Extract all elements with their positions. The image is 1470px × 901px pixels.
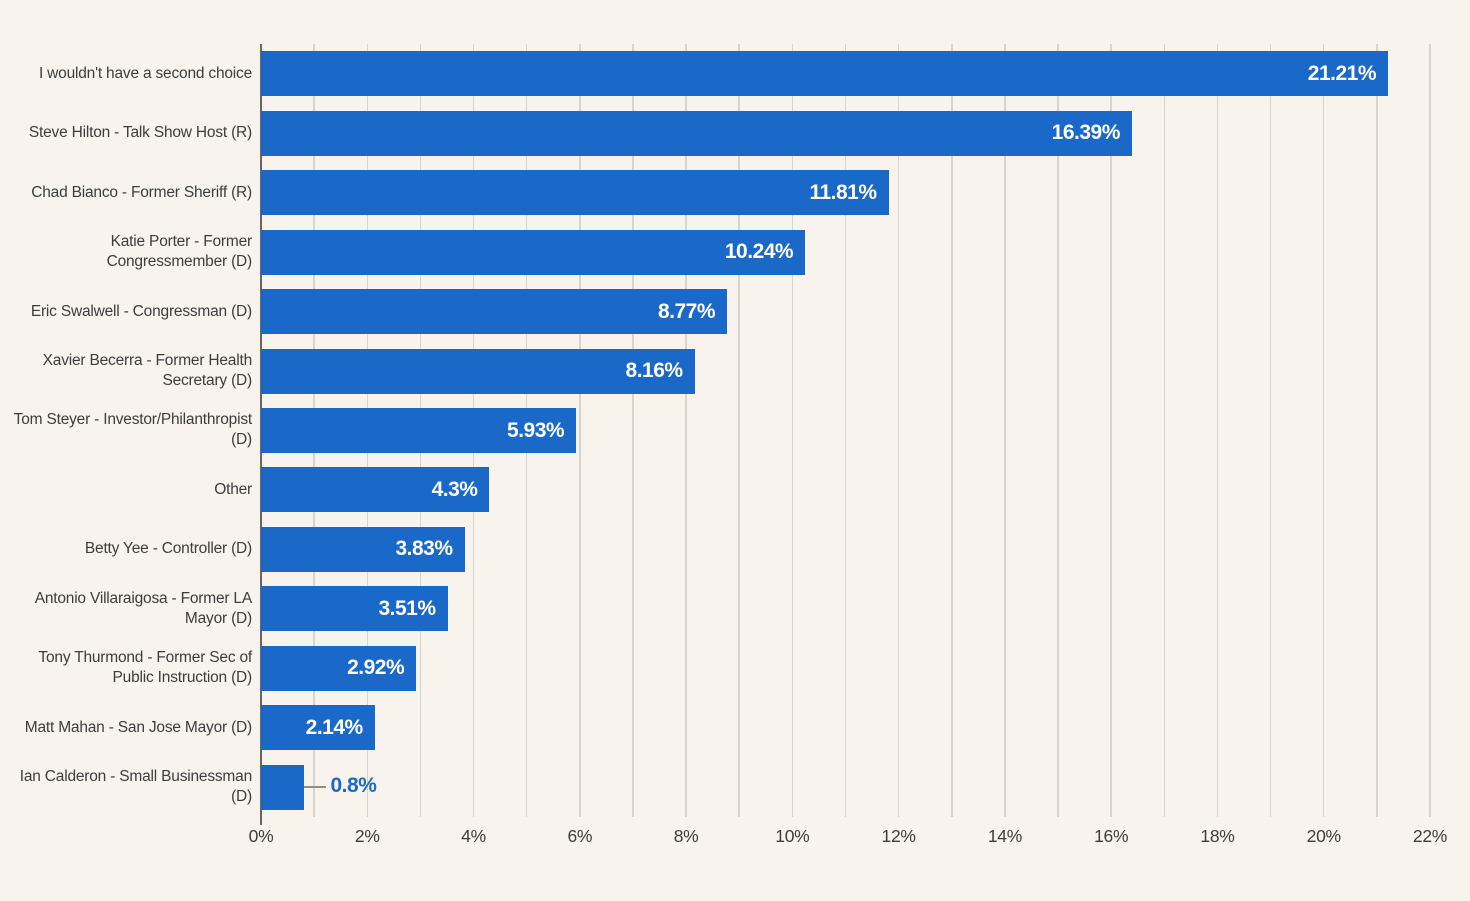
gridline xyxy=(951,44,953,817)
bar-rect xyxy=(261,467,490,513)
gridline xyxy=(1110,44,1112,817)
bar-value-label: 2.92% xyxy=(347,656,405,680)
bar: 16.39% xyxy=(261,110,1132,156)
bar: 4.3% xyxy=(261,467,490,513)
bar-value-label: 2.14% xyxy=(305,715,364,739)
x-axis-tick-label: 6% xyxy=(567,826,593,846)
bar-value-label: 10.24% xyxy=(724,240,794,264)
bar-value-label: 16.39% xyxy=(1051,121,1121,145)
gridline xyxy=(897,44,900,817)
bar-value-label: 3.83% xyxy=(395,537,453,561)
bar xyxy=(261,764,304,810)
category-label: Tom Steyer - Investor/Philanthropist (D) xyxy=(13,411,253,449)
x-axis-tick-label: 16% xyxy=(1094,826,1129,846)
x-axis-tick-label: 2% xyxy=(354,826,380,846)
x-axis-tick-label: 12% xyxy=(881,826,916,846)
plot-area: 21.21% 16.39% 11.81% 10.24% 8.77% 8.16% 5.93% 4… xyxy=(260,44,1431,825)
gridline xyxy=(1057,44,1059,817)
gridline xyxy=(1004,44,1006,817)
gridline xyxy=(1163,44,1166,817)
bar: 10.24% xyxy=(261,229,806,275)
bar-rect xyxy=(261,526,465,572)
leader-line xyxy=(303,786,326,789)
bar-rect xyxy=(261,170,889,216)
bar: 3.83% xyxy=(261,526,465,572)
category-label: Steve Hilton - Talk Show Host (R) xyxy=(28,124,252,142)
x-axis-tick-label: 20% xyxy=(1306,826,1341,846)
x-axis-tick-label: 22% xyxy=(1412,826,1448,846)
bar: 3.51% xyxy=(261,586,448,632)
bar-value-label: 11.81% xyxy=(809,180,877,204)
bar-rect xyxy=(261,645,417,691)
x-axis-tick-label: 8% xyxy=(673,826,699,846)
category-label: Ian Calderon - Small Businessman (D) xyxy=(19,768,252,806)
bar-rect xyxy=(261,110,1132,156)
bar: 11.81% xyxy=(261,170,889,216)
category-label: Matt Mahan - San Jose Mayor (D) xyxy=(24,718,252,736)
bar-value-label: 3.51% xyxy=(378,596,436,620)
x-axis-tick-label: 0% xyxy=(248,826,274,846)
bar: 8.77% xyxy=(261,289,727,335)
gridline xyxy=(685,44,687,817)
bar-rect xyxy=(261,348,695,394)
category-label: Katie Porter - Former Congressmember (D) xyxy=(106,233,253,271)
category-label: I wouldn't have a second choice xyxy=(38,64,252,82)
bar: 8.16% xyxy=(261,348,695,394)
bar: 5.93% xyxy=(261,408,577,453)
gridline xyxy=(738,44,740,817)
category-label: Xavier Becerra - Former Health Secretary… xyxy=(42,352,253,390)
bar-rect xyxy=(261,408,577,453)
bar-rect xyxy=(261,586,448,632)
bar: 2.92% xyxy=(261,645,417,691)
category-label: Chad Bianco - Former Sheriff (R) xyxy=(31,183,252,201)
x-axis-tick-label: 18% xyxy=(1200,826,1235,846)
x-axis-tick-label: 10% xyxy=(775,826,810,846)
gridline xyxy=(1216,44,1219,817)
bar-value-label-outside: 0.8% xyxy=(330,774,377,798)
gridline xyxy=(844,44,847,817)
gridline xyxy=(1269,44,1272,817)
bar-value-label: 8.77% xyxy=(657,299,716,323)
x-axis-tick-label: 14% xyxy=(987,826,1022,846)
category-label: Betty Yee - Controller (D) xyxy=(84,540,252,558)
bar-rect xyxy=(261,229,806,275)
bar-rect xyxy=(261,51,1389,97)
bar-rect xyxy=(261,289,727,335)
category-label: Eric Swalwell - Congressman (D) xyxy=(30,302,252,320)
bar-rect xyxy=(261,705,375,751)
bar-value-label: 5.93% xyxy=(507,418,565,442)
gridline xyxy=(1376,44,1378,817)
category-label: Antonio Villaraigosa - Former LA Mayor (… xyxy=(34,589,253,627)
bar: 21.21% xyxy=(261,51,1389,97)
gridline xyxy=(579,44,581,817)
bar-value-label: 8.16% xyxy=(625,359,684,383)
bar-value-label: 21.21% xyxy=(1307,61,1377,85)
gridline xyxy=(632,44,634,817)
x-axis-tick-label: 4% xyxy=(461,826,486,846)
category-label: Tony Thurmond - Former Sec of Public Ins… xyxy=(38,649,252,687)
gridline xyxy=(1429,44,1431,817)
bar-rect xyxy=(261,764,304,810)
gridline xyxy=(791,44,794,817)
bar: 2.14% xyxy=(261,705,375,751)
bar-value-label: 4.3% xyxy=(431,477,478,501)
category-label: Other xyxy=(214,480,252,498)
gridline xyxy=(1322,44,1325,817)
